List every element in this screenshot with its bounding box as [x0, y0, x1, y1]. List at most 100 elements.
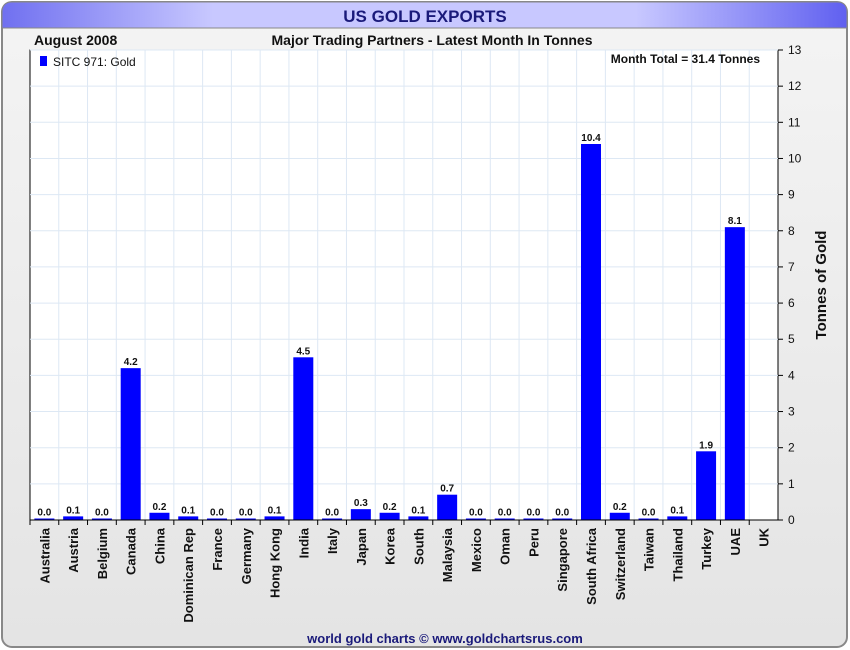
- bar: [494, 518, 515, 520]
- bar: [91, 518, 112, 520]
- bar: [207, 518, 227, 520]
- bar-value-label: 0.0: [95, 508, 109, 519]
- x-tick-label: Malaysia: [440, 527, 455, 582]
- x-tick-label: Turkey: [699, 527, 714, 569]
- bar-value-label: 0.0: [325, 508, 339, 519]
- bar-value-label: 0.2: [153, 502, 167, 513]
- x-tick-label: Hong Kong: [268, 528, 283, 598]
- x-tick-label: UAE: [728, 528, 743, 556]
- bar-value-label: 0.0: [527, 508, 541, 519]
- x-tick-label: Australia: [37, 527, 52, 583]
- bar: [235, 518, 256, 520]
- x-tick-label: Taiwan: [642, 528, 657, 571]
- legend-swatch: [40, 56, 47, 66]
- bar: [322, 518, 343, 520]
- bar: [149, 512, 170, 520]
- bar: [465, 518, 486, 520]
- y-tick-label: 9: [788, 188, 795, 202]
- x-tick-label: India: [296, 527, 311, 558]
- bar-value-label: 0.0: [555, 508, 569, 519]
- bar: [34, 518, 55, 520]
- x-tick-label: Oman: [498, 528, 513, 565]
- x-tick-label: Japan: [354, 528, 369, 566]
- bar: [293, 357, 314, 520]
- y-tick-label: 7: [788, 260, 795, 274]
- bar: [552, 518, 573, 520]
- bar-value-label: 4.2: [124, 357, 138, 368]
- bar: [696, 451, 717, 520]
- bar-value-label: 0.0: [37, 508, 51, 519]
- bar-value-label: 0.0: [642, 508, 656, 519]
- bar: [667, 516, 688, 520]
- bar-value-label: 0.1: [670, 505, 684, 516]
- y-tick-label: 4: [788, 368, 795, 382]
- chart-subtitle: Major Trading Partners - Latest Month In…: [272, 32, 593, 48]
- title-bar: [1, 1, 848, 29]
- bar: [63, 516, 84, 520]
- bar-value-label: 0.0: [469, 508, 483, 519]
- bar: [379, 512, 400, 520]
- x-tick-label: Dominican Rep: [181, 528, 196, 623]
- y-tick-label: 5: [788, 332, 795, 346]
- bar: [437, 494, 458, 520]
- bar-value-label: 0.1: [268, 505, 282, 516]
- y-tick-label: 13: [788, 43, 802, 57]
- bar: [724, 227, 745, 520]
- x-tick-label: Mexico: [469, 528, 484, 572]
- bar-value-label: 0.3: [354, 498, 368, 509]
- bar-value-label: 0.7: [440, 484, 454, 495]
- footer-credit: world gold charts © www.goldchartsrus.co…: [306, 631, 583, 646]
- y-tick-label: 10: [788, 151, 802, 165]
- x-tick-label: UK: [757, 527, 772, 546]
- x-tick-label: Austria: [66, 527, 81, 573]
- y-tick-label: 11: [788, 115, 801, 129]
- x-tick-label: France: [210, 528, 225, 571]
- bar: [350, 509, 371, 520]
- x-tick-label: China: [152, 527, 167, 564]
- x-tick-label: Switzerland: [613, 528, 628, 600]
- bar-value-label: 1.9: [699, 440, 713, 451]
- bar-value-label: 0.1: [66, 505, 80, 516]
- y-tick-label: 12: [788, 79, 802, 93]
- x-tick-label: Germany: [239, 527, 254, 584]
- x-tick-label: Singapore: [555, 528, 570, 592]
- bar-value-label: 4.5: [296, 346, 310, 357]
- x-tick-label: Thailand: [670, 528, 685, 582]
- bar: [408, 516, 429, 520]
- bar-value-label: 0.1: [181, 505, 195, 516]
- bar: [581, 144, 601, 520]
- x-tick-label: Canada: [124, 527, 139, 575]
- bar: [523, 518, 544, 520]
- bar: [609, 512, 630, 520]
- y-axis-label: Tonnes of Gold: [813, 231, 830, 340]
- bar-value-label: 0.0: [498, 508, 512, 519]
- y-tick-label: 0: [788, 513, 795, 527]
- bar: [120, 368, 141, 520]
- bar-value-label: 0.0: [210, 508, 224, 519]
- y-tick-label: 3: [788, 405, 795, 419]
- bar: [178, 516, 199, 520]
- x-tick-label: Belgium: [95, 528, 110, 579]
- y-tick-label: 8: [788, 224, 795, 238]
- x-tick-label: South: [411, 528, 426, 565]
- y-tick-label: 2: [788, 441, 795, 455]
- bar-value-label: 0.1: [411, 505, 425, 516]
- legend-label: SITC 971: Gold: [53, 55, 136, 69]
- bar-value-label: 0.2: [613, 502, 627, 513]
- x-tick-label: Korea: [383, 527, 398, 565]
- x-tick-label: Peru: [526, 528, 541, 557]
- bar-value-label: 0.0: [239, 508, 253, 519]
- y-tick-label: 6: [788, 296, 795, 310]
- period-label: August 2008: [34, 32, 117, 48]
- bar-value-label: 8.1: [728, 216, 742, 227]
- x-tick-label: Italy: [325, 527, 340, 554]
- bar: [638, 518, 659, 520]
- bar: [264, 516, 285, 520]
- chart-title: US GOLD EXPORTS: [343, 7, 506, 26]
- month-total-annotation: Month Total = 31.4 Tonnes: [611, 52, 761, 66]
- bar-value-label: 10.4: [581, 133, 601, 144]
- bar-value-label: 0.2: [383, 502, 397, 513]
- x-tick-label: South Africa: [584, 527, 599, 605]
- y-tick-label: 1: [788, 477, 795, 491]
